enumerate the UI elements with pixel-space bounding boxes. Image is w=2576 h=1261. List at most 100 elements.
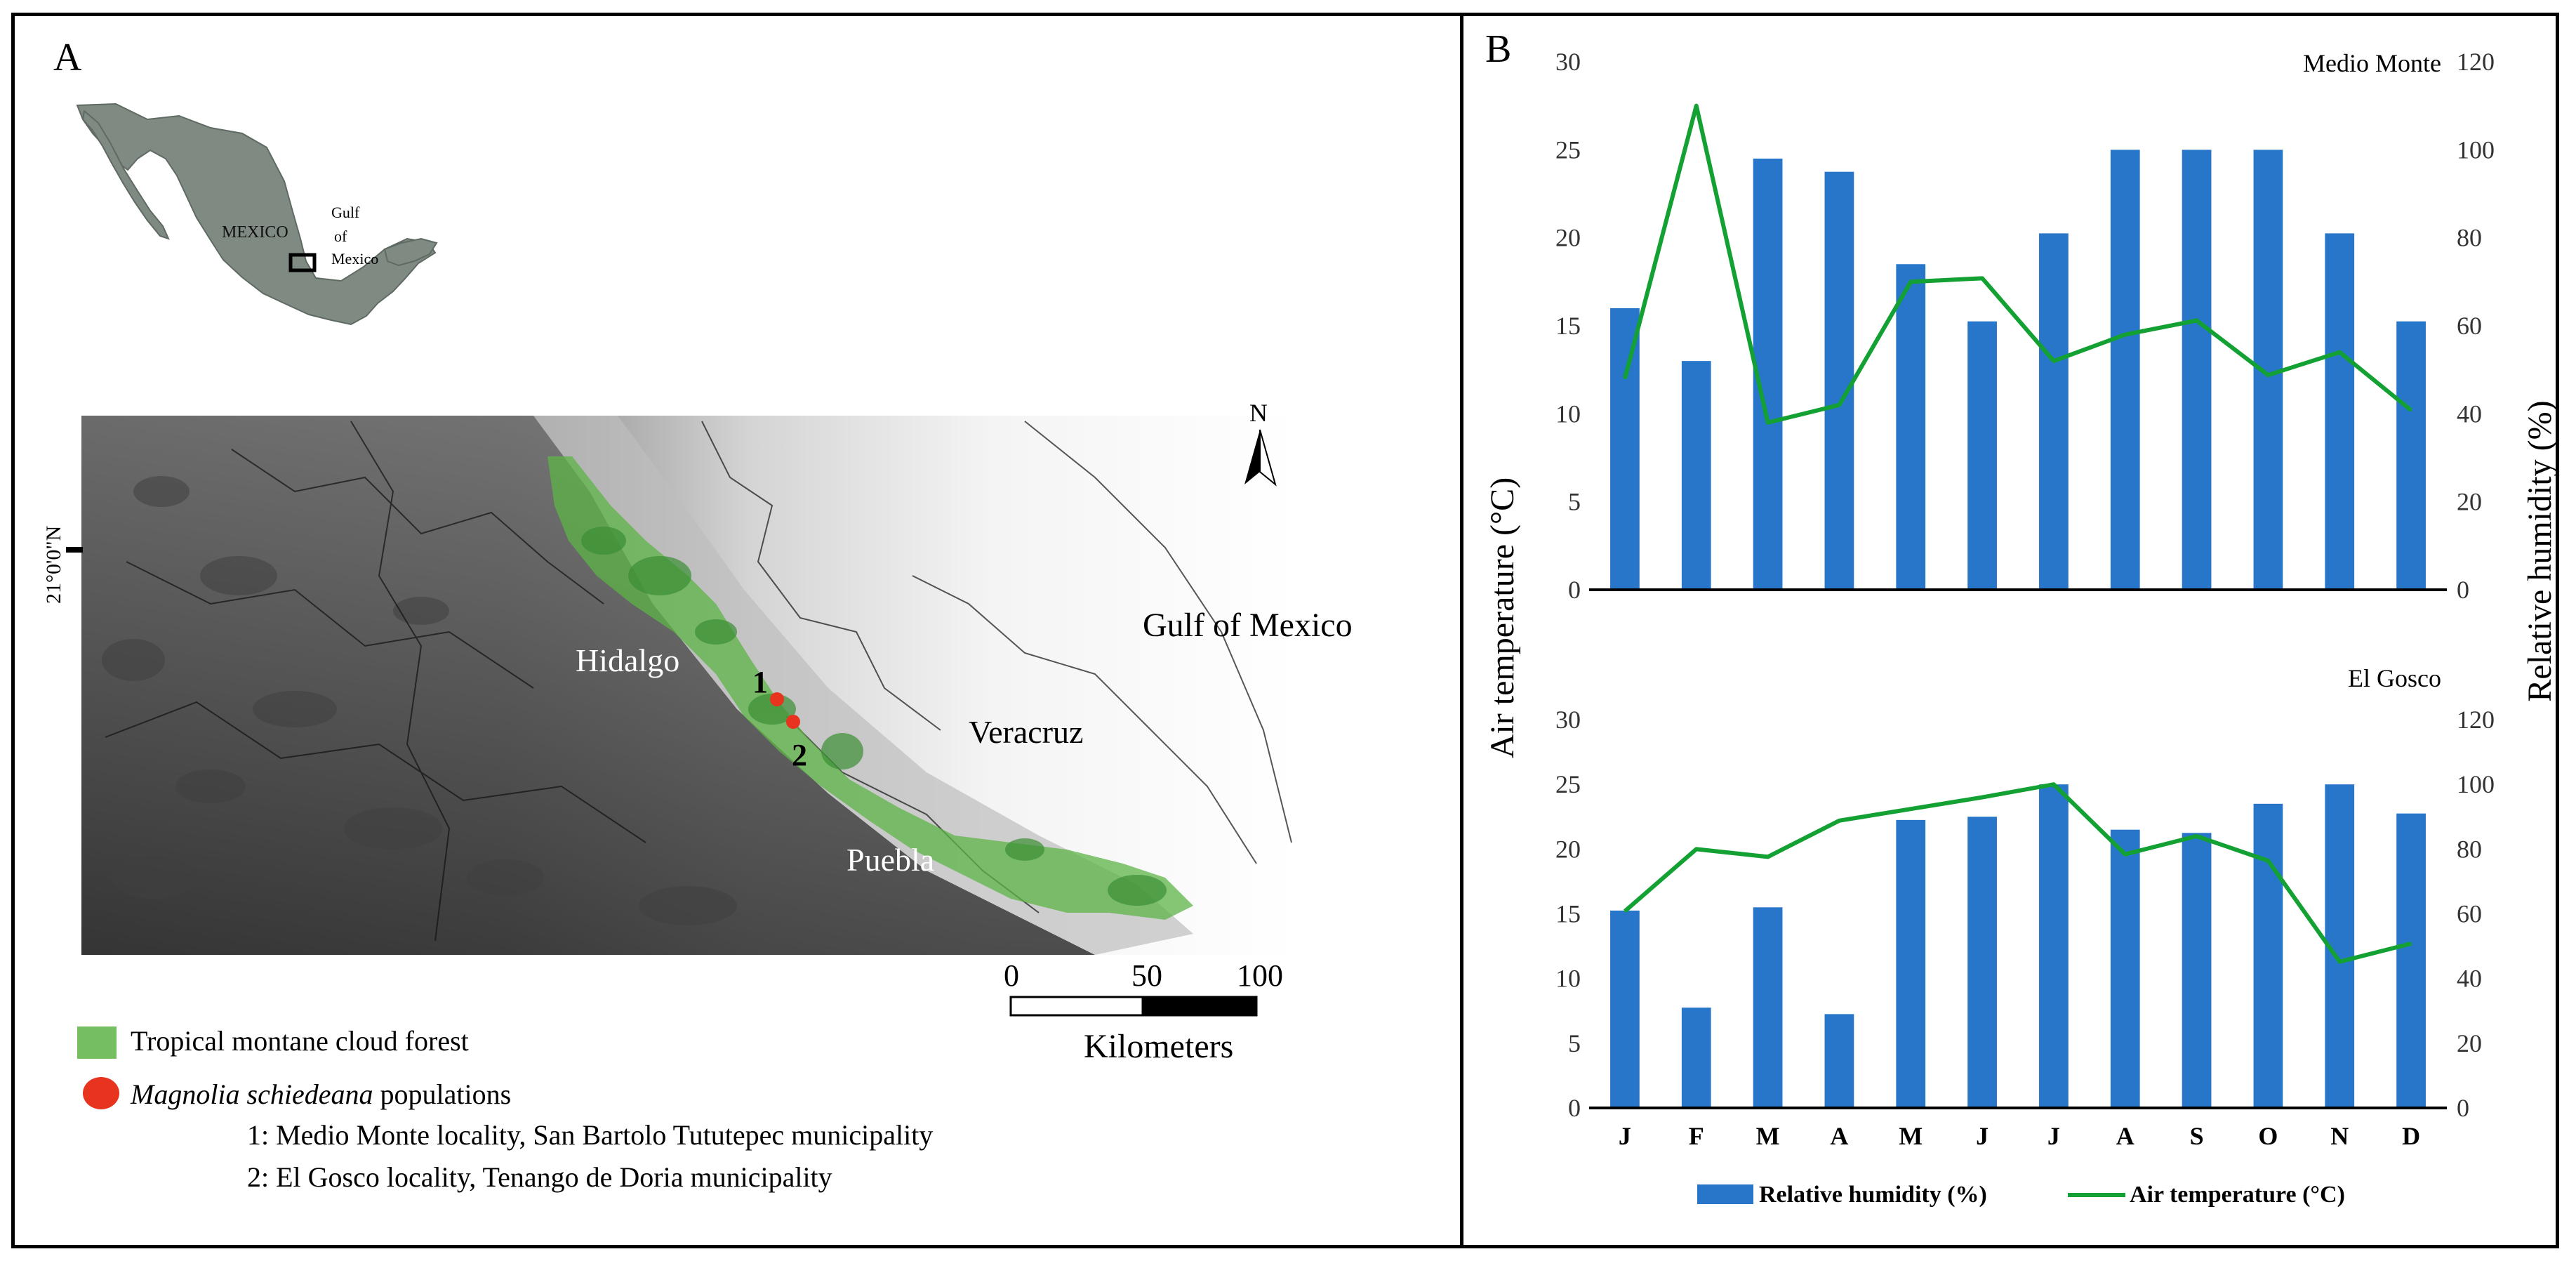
y-right-tick-label: 0 xyxy=(2457,576,2469,604)
temperature-point xyxy=(2267,859,2269,861)
x-tick-label: J xyxy=(1976,1122,1989,1150)
humidity-bar xyxy=(2396,321,2426,590)
y-left-axis-label: Air temperature (°C) xyxy=(1484,477,1521,758)
humidity-bar xyxy=(2253,803,2283,1108)
north-label: N xyxy=(1249,399,1268,427)
temperature-point xyxy=(2124,334,2126,336)
humidity-bar xyxy=(2325,233,2355,590)
y-left-tick-label: 30 xyxy=(1555,706,1581,734)
temperature-point xyxy=(1624,378,1626,380)
temperature-point xyxy=(1838,819,1840,821)
temperature-point xyxy=(1767,421,1769,423)
chart-0: Medio Monte 0 5 10 15 20 25 30 0 20 40 60 80 100 120 xyxy=(1555,48,2495,604)
chart-1: El Gosco 0 5 10 15 20 25 30 0 20 40 60 80 100 120 J F M A M… xyxy=(1555,664,2495,1150)
scale-bar: 0 50 100 Kilometers xyxy=(1004,958,1283,1065)
y-right-tick-label: 0 xyxy=(2457,1094,2469,1122)
chart-title: El Gosco xyxy=(2348,664,2441,692)
scale-tick-0: 0 xyxy=(1004,958,1019,993)
inset-country-label: MEXICO xyxy=(222,223,288,242)
chart-layer: Medio Monte051015202530020406080100120El… xyxy=(1555,48,2495,1150)
temperature-point xyxy=(2196,835,2198,837)
temperature-point xyxy=(2410,409,2412,411)
study-area-box xyxy=(288,253,317,272)
legend-forest-label: Tropical montane cloud forest xyxy=(131,1025,469,1057)
y-right-tick-label: 20 xyxy=(2457,1029,2482,1057)
legend-site-2: 2: El Gosco locality, Tenango de Doria m… xyxy=(247,1161,832,1193)
site-number-1: 1 xyxy=(752,665,768,699)
baja-peninsula xyxy=(81,110,170,240)
humidity-bar xyxy=(2110,150,2140,590)
x-tick-label: D xyxy=(2402,1122,2420,1150)
temperature-point xyxy=(2339,960,2341,963)
inset-mexico-map: MEXICO Gulf of Mexico xyxy=(76,103,438,326)
legend-bar-swatch xyxy=(1697,1184,1753,1204)
sierra-light-band xyxy=(533,416,1193,955)
population-site-2 xyxy=(786,715,800,729)
humidity-bar xyxy=(1896,264,1926,590)
legend-population-suffix: populations xyxy=(373,1078,512,1110)
y-right-tick-label: 20 xyxy=(2457,488,2482,516)
y-right-tick-label: 80 xyxy=(2457,835,2482,863)
y-right-tick-label: 100 xyxy=(2457,770,2495,798)
y-right-tick-label: 40 xyxy=(2457,965,2482,993)
lowland-dark-region xyxy=(81,416,1095,955)
humidity-bar xyxy=(1753,907,1783,1108)
humidity-bar xyxy=(2182,833,2212,1108)
humidity-bar xyxy=(1681,361,1711,590)
x-tick-label: O xyxy=(2258,1122,2278,1150)
y-left-tick-label: 0 xyxy=(1568,1094,1581,1122)
temperature-point xyxy=(1624,910,1626,912)
y-left-tick-label: 5 xyxy=(1568,1029,1581,1057)
x-tick-label: N xyxy=(2330,1122,2349,1150)
humidity-bar xyxy=(1610,910,1640,1108)
temperature-line xyxy=(1623,782,2412,964)
y-left-tick-label: 20 xyxy=(1555,835,1581,863)
y-right-tick-label: 80 xyxy=(2457,224,2482,252)
humidity-bar xyxy=(1681,1008,1711,1108)
cloud-forest-area xyxy=(547,456,1193,920)
x-tick-label: A xyxy=(1830,1122,1848,1150)
y-left-tick-label: 30 xyxy=(1555,48,1581,76)
legend-population-label: Magnolia schiedeana populations xyxy=(130,1078,511,1110)
temperature-point xyxy=(2052,360,2054,362)
inset-gulf-line-3: Mexico xyxy=(331,250,378,268)
relief-spots xyxy=(102,476,737,925)
y-right-tick-label: 60 xyxy=(2457,312,2482,340)
state-label-veracruz: Veracruz xyxy=(969,714,1083,750)
temperature-point xyxy=(2124,853,2126,855)
y-right-tick-label: 40 xyxy=(2457,400,2482,428)
x-tick-label: M xyxy=(1756,1122,1780,1150)
x-tick-label: J xyxy=(2047,1122,2060,1150)
relief-map xyxy=(81,416,1296,955)
chart-title: Medio Monte xyxy=(2303,49,2441,77)
gulf-label: Gulf of Mexico xyxy=(1143,607,1353,644)
y-right-tick-label: 120 xyxy=(2457,706,2495,734)
x-tick-label: J xyxy=(1619,1122,1631,1150)
temperature-point xyxy=(1981,796,1984,798)
north-arrow-icon: N xyxy=(1244,399,1277,487)
humidity-bar xyxy=(2396,813,2426,1108)
humidity-bar xyxy=(1967,817,1997,1108)
temperature-line xyxy=(1623,103,2412,425)
latitude-label: 21°0'0"N xyxy=(42,526,65,604)
temperature-point xyxy=(1981,277,1984,279)
x-tick-label: M xyxy=(1899,1122,1923,1150)
temperature-point xyxy=(1910,281,1912,283)
legend-site-1: 1: Medio Monte locality, San Bartolo Tut… xyxy=(247,1119,933,1151)
scale-unit: Kilometers xyxy=(1084,1028,1233,1065)
map-legend: Tropical montane cloud forest Magnolia s… xyxy=(77,1025,933,1193)
y-left-tick-label: 25 xyxy=(1555,770,1581,798)
panel-a-label: A xyxy=(53,36,82,79)
legend-population-swatch xyxy=(83,1077,119,1109)
yucatan xyxy=(383,237,438,267)
state-label-puebla: Puebla xyxy=(847,842,934,878)
figure-frame xyxy=(11,13,2559,1248)
y-left-tick-label: 15 xyxy=(1555,312,1581,340)
humidity-bar xyxy=(2110,829,2140,1108)
x-tick-label: A xyxy=(2116,1122,2135,1150)
humidity-bar xyxy=(2039,233,2069,590)
humidity-bar xyxy=(1967,321,1997,590)
temperature-point xyxy=(2267,374,2269,376)
y-left-tick-label: 5 xyxy=(1568,488,1581,516)
